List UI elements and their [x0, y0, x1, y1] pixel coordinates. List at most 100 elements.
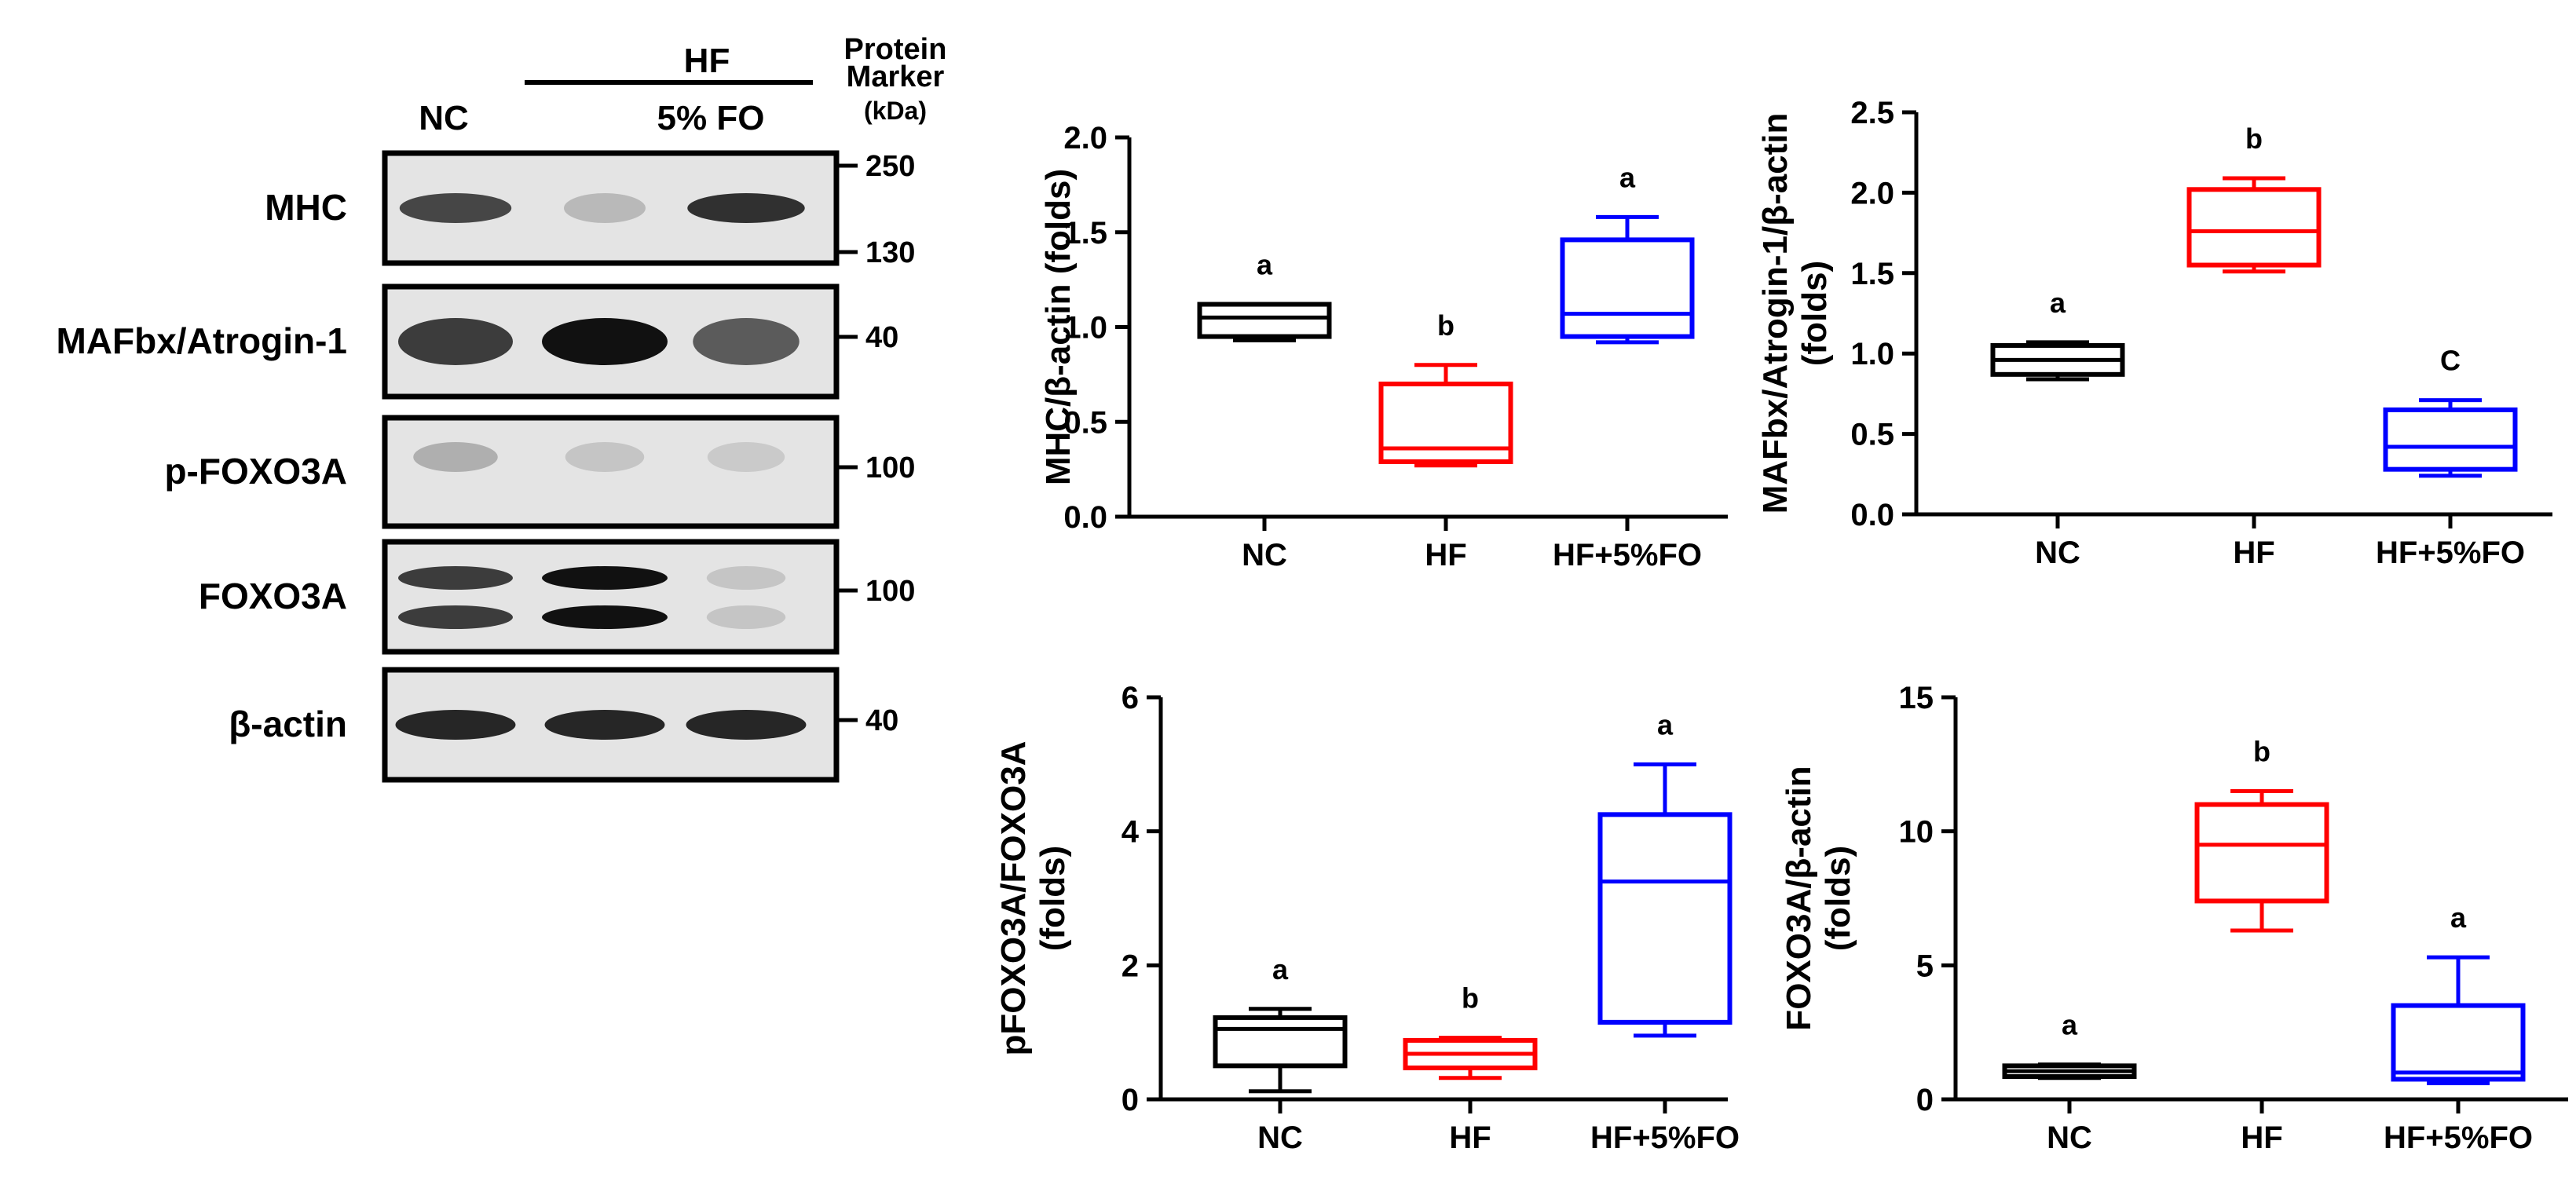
x-tick-label: NC: [1257, 1121, 1303, 1155]
protein-label: β-actin: [229, 704, 347, 744]
protein-band: [399, 193, 512, 223]
box-plot-1: 0.0 0.5 1.0 1.5 2.0 MHC/β-actin (folds) NC HF HF…: [1039, 121, 1728, 572]
x-tick-label: HF: [1449, 1121, 1491, 1155]
significance-letter: b: [1462, 982, 1479, 1014]
y-tick-label: 0: [1122, 1083, 1139, 1117]
marker-size-label: 40: [865, 321, 898, 354]
protein-band: [706, 605, 786, 629]
iqr-box: [1197, 302, 1332, 339]
protein-band: [544, 710, 665, 740]
box-NC: a: [1990, 287, 2125, 382]
x-tick-label: HF+5%FO: [2384, 1121, 2533, 1155]
box-NC: a: [1197, 249, 1332, 342]
protein-label: p-FOXO3A: [164, 451, 347, 492]
box-HF: b: [1403, 982, 1538, 1081]
protein-label: MHC: [265, 187, 347, 228]
x-tick-label: NC: [2047, 1121, 2092, 1155]
protein-band: [398, 605, 513, 629]
marker-title-line: Protein: [844, 33, 947, 66]
iqr-box: [1560, 237, 1695, 339]
lane-label-2: 5% FO: [657, 99, 765, 137]
protein-band: [706, 566, 786, 590]
iqr-box: [1213, 1015, 1348, 1069]
y-tick-label: 6: [1122, 681, 1139, 715]
y-tick-label: 4: [1122, 815, 1140, 850]
box-HF+5%FO: a: [1560, 161, 1695, 345]
protein-band: [565, 442, 645, 472]
protein-band: [707, 442, 785, 472]
x-tick-label: HF: [2241, 1121, 2282, 1155]
significance-letter: a: [1272, 953, 1289, 985]
protein-band: [398, 566, 513, 590]
y-tick-label: 2.0: [1063, 121, 1107, 155]
y-tick-label: 0: [1916, 1083, 1934, 1117]
significance-letter: a: [1257, 249, 1273, 281]
y-tick-label: 2.5: [1850, 96, 1894, 130]
y-tick-label: 1.0: [1850, 337, 1894, 371]
marker-size-label: 250: [865, 150, 915, 183]
significance-letter: b: [2253, 735, 2270, 767]
hf-group-label: HF: [684, 42, 730, 80]
box-plot-panels: 0.0 0.5 1.0 1.5 2.0 MHC/β-actin (folds) NC HF HF…: [994, 96, 2568, 1155]
x-tick-label: HF: [2233, 536, 2274, 570]
y-tick-label: 0.5: [1850, 418, 1894, 452]
iqr-box: [2391, 1003, 2526, 1082]
iqr-box: [1378, 381, 1513, 464]
y-axis-label: (folds): [1795, 261, 1834, 366]
protein-band: [395, 710, 516, 740]
x-tick-label: NC: [2035, 536, 2080, 570]
marker-size-label: 100: [865, 452, 915, 484]
y-tick-label: 0.0: [1850, 498, 1894, 532]
box-plot-3: 0 2 4 6 pFOXO3A/FOXO3A (folds) NC HF HF+5%FO a b a: [994, 681, 1740, 1155]
y-tick-label: 0.5: [1063, 405, 1107, 440]
protein-label: FOXO3A: [199, 576, 347, 616]
significance-letter: a: [1619, 161, 1636, 193]
x-tick-label: HF+5%FO: [1590, 1121, 1740, 1155]
box-HF: b: [2194, 735, 2329, 933]
y-axis-label: pFOXO3A/FOXO3A: [994, 741, 1033, 1056]
x-tick-label: HF: [1425, 538, 1466, 572]
significance-letter: a: [2062, 1009, 2078, 1041]
box-plot-2: 0.0 0.5 1.0 1.5 2.0 2.5 MAFbx/Atrogin-1/β-acti…: [1756, 96, 2552, 570]
y-tick-label: 1.5: [1850, 257, 1894, 291]
marker-size-label: 130: [865, 236, 915, 269]
y-axis-label: FOXO3A/β-actin: [1780, 766, 1818, 1030]
marker-title-line: Marker: [847, 60, 945, 93]
box-plot-4: 0 5 10 15 FOXO3A/β-actin (folds) NC HF HF+5%FO a b…: [1780, 681, 2568, 1155]
x-tick-label: HF+5%FO: [2376, 536, 2525, 570]
iqr-box: [2194, 802, 2329, 904]
box-NC: a: [1213, 953, 1348, 1094]
box-NC: a: [2002, 1009, 2137, 1081]
marker-size-label: 100: [865, 575, 915, 608]
marker-size-label: 40: [865, 704, 898, 737]
significance-letter: a: [2450, 901, 2467, 934]
significance-letter: b: [2245, 122, 2263, 155]
protein-label: MAFbx/Atrogin-1: [56, 320, 347, 361]
iqr-box: [2383, 407, 2518, 472]
blot-row-frame: [382, 415, 840, 529]
blot-row-frame: [382, 539, 840, 655]
significance-letter: b: [1437, 309, 1454, 342]
iqr-box: [1597, 812, 1733, 1025]
y-axis-label: (folds): [1819, 846, 1857, 951]
box-HF: b: [2186, 122, 2322, 274]
y-tick-label: 2: [1122, 949, 1139, 983]
marker-title-line: (kDa): [864, 97, 927, 125]
y-axis-label: (folds): [1034, 846, 1072, 951]
box-HF+5%FO: a: [2391, 901, 2526, 1086]
protein-band: [686, 710, 807, 740]
protein-band: [398, 318, 513, 365]
y-axis-label: MHC/β-actin (folds): [1039, 169, 1078, 485]
y-tick-label: 2.0: [1850, 176, 1894, 210]
iqr-box: [2186, 187, 2322, 268]
significance-letter: a: [1657, 708, 1674, 740]
significance-letter: a: [2050, 287, 2066, 319]
y-tick-label: 10: [1899, 815, 1934, 850]
significance-letter: C: [2440, 345, 2461, 377]
box-HF: b: [1378, 309, 1513, 468]
y-tick-label: 5: [1916, 949, 1934, 983]
y-axis-label: MAFbx/Atrogin-1/β-actin: [1756, 113, 1795, 514]
y-tick-label: 15: [1899, 681, 1934, 715]
